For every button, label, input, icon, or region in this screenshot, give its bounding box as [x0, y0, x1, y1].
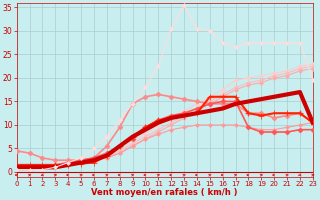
X-axis label: Vent moyen/en rafales ( km/h ): Vent moyen/en rafales ( km/h ) — [92, 188, 238, 197]
